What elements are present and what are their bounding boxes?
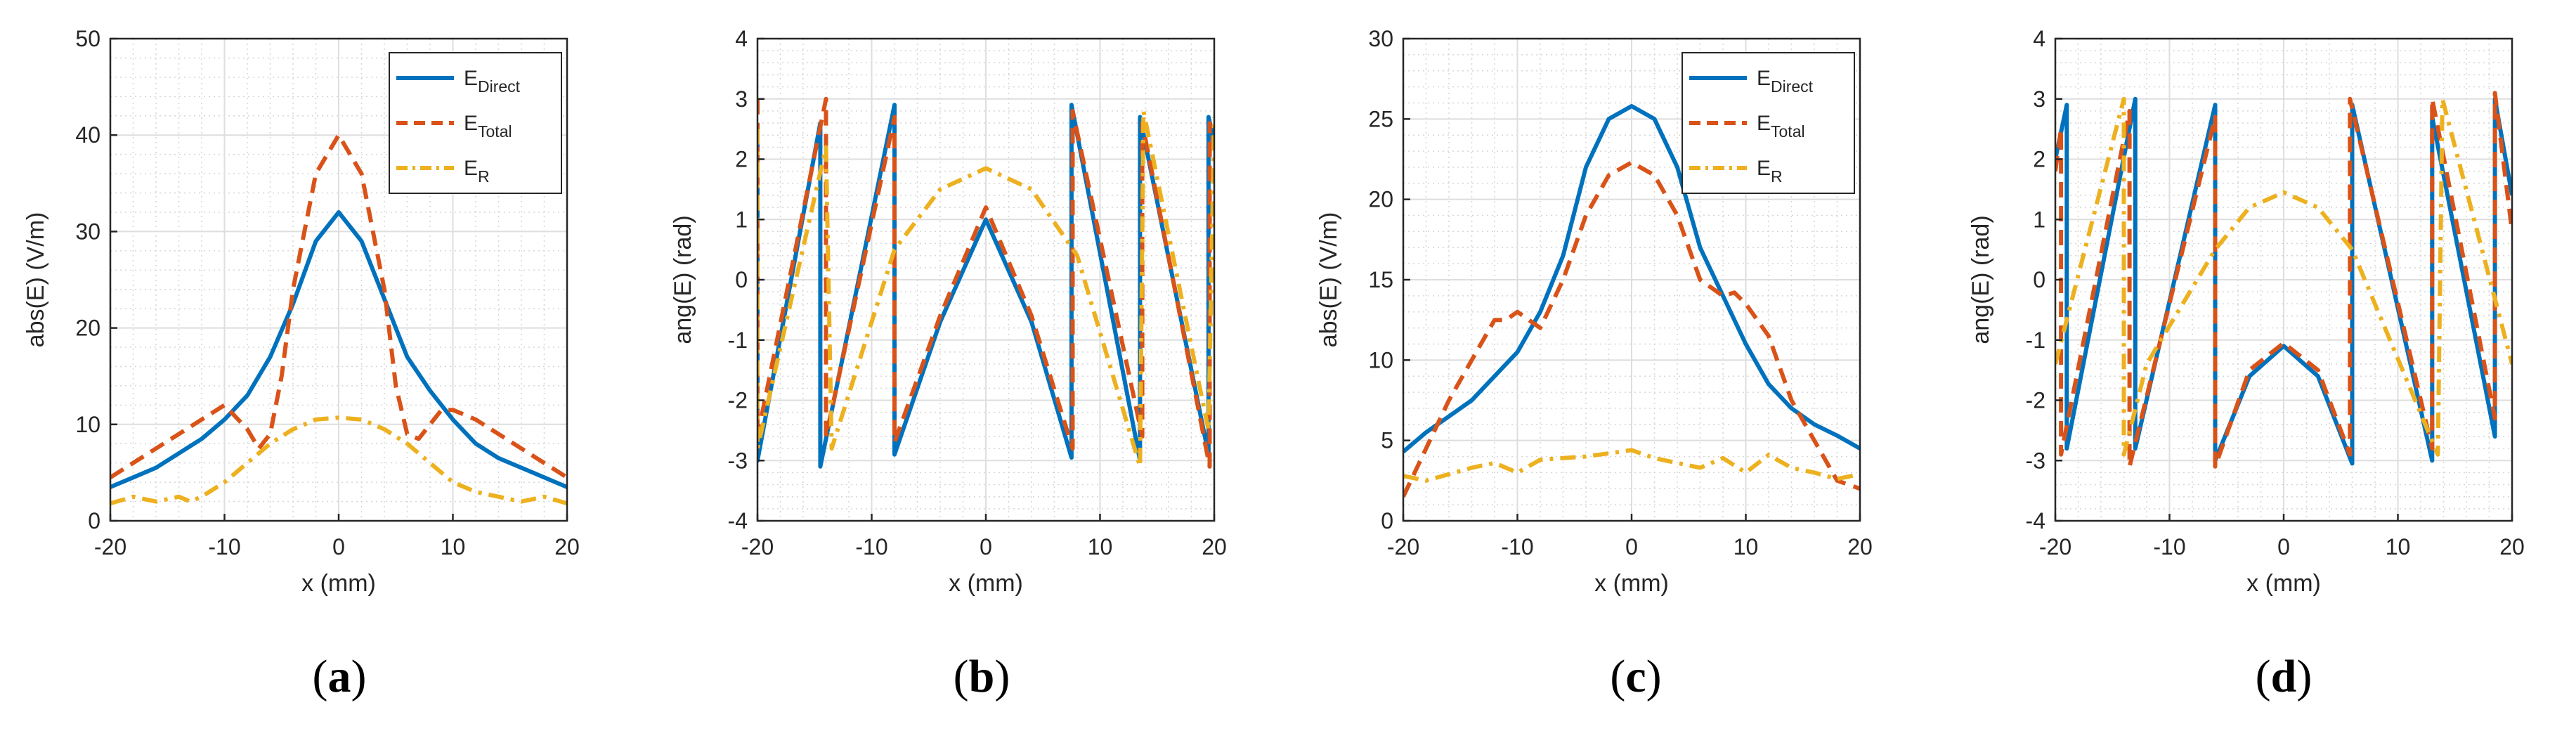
panel-caption-b: (b): [953, 651, 1010, 702]
series-line-direct-a: [110, 210, 567, 489]
x-tick-label-d-3: 10: [2386, 534, 2411, 559]
y-tick-label-d-1: -3: [2026, 448, 2045, 473]
x-tick-label-b-1: -10: [855, 534, 887, 559]
y-tick-label-d-0: -4: [2026, 508, 2045, 533]
y-tick-label-d-7: 3: [2033, 86, 2045, 112]
y-tick-label-c-2: 10: [1368, 347, 1393, 373]
y-tick-label-c-0: 0: [1381, 508, 1393, 533]
series-line-total-a: [110, 133, 567, 479]
y-tick-label-a-5: 50: [75, 26, 100, 51]
legend-label-r-c: ER: [1757, 157, 1783, 186]
chart-panel-a: -20 -10 0 10 20 0 10 20 30 40 50 x (mm) abs(E) (V/m)…: [22, 26, 580, 597]
x-tick-label-b-4: 20: [1202, 534, 1227, 559]
y-axis-label-b: ang(E) (rad): [670, 215, 696, 344]
x-tick-label-a-3: 10: [441, 534, 466, 559]
y-tick-label-a-0: 0: [88, 508, 100, 533]
x-tick-label-a-2: 0: [332, 534, 345, 559]
x-tick-label-b-2: 0: [980, 534, 992, 559]
x-tick-label-b-3: 10: [1088, 534, 1113, 559]
y-tick-label-b-2: -2: [728, 388, 748, 413]
y-tick-label-a-1: 10: [75, 412, 100, 437]
x-axis-label-b: x (mm): [949, 570, 1023, 597]
x-tick-label-a-0: -20: [94, 534, 126, 559]
x-tick-label-d-2: 0: [2277, 534, 2290, 559]
y-axis-label-c: abs(E) (V/m): [1315, 212, 1342, 348]
y-tick-label-a-2: 20: [75, 316, 100, 341]
x-axis-label-a: x (mm): [301, 570, 376, 597]
x-tick-label-a-1: -10: [208, 534, 240, 559]
legend-label-r-a: ER: [464, 157, 490, 186]
panel-caption-a: (a): [312, 651, 367, 702]
y-tick-label-b-6: 2: [735, 147, 748, 172]
legend-label-direct-c: EDirect: [1757, 67, 1814, 96]
y-tick-label-c-3: 15: [1368, 267, 1393, 292]
series-line-total-b: [757, 96, 1214, 469]
y-axis-label-d: ang(E) (rad): [1967, 215, 1994, 344]
y-tick-label-c-5: 25: [1368, 106, 1393, 131]
y-tick-label-b-7: 3: [735, 86, 748, 112]
x-tick-label-a-4: 20: [554, 534, 580, 559]
y-tick-label-a-4: 40: [75, 122, 100, 148]
legend-label-total-c: ETotal: [1757, 112, 1805, 141]
y-tick-label-d-5: 1: [2033, 207, 2045, 232]
panel-caption-d: (d): [2255, 651, 2312, 702]
y-axis-label-a: abs(E) (V/m): [22, 212, 49, 348]
series-line-direct-d: [2055, 96, 2512, 466]
y-tick-label-a-3: 30: [75, 219, 100, 244]
y-tick-label-b-8: 4: [735, 26, 748, 51]
y-tick-label-c-4: 20: [1368, 187, 1393, 212]
series-line-r-a: [110, 415, 567, 506]
panel-caption-c: (c): [1610, 651, 1662, 702]
legend-a: EDirect ETotal ER: [389, 52, 562, 194]
legend-c: EDirect ETotal ER: [1681, 52, 1855, 194]
series-line-total-d: [2055, 91, 2512, 469]
series-line-r-d: [2055, 96, 2512, 457]
x-tick-label-c-0: -20: [1387, 534, 1419, 559]
x-tick-label-c-3: 10: [1733, 534, 1759, 559]
y-tick-label-d-4: 0: [2033, 267, 2045, 292]
legend-label-direct-a: EDirect: [464, 67, 521, 96]
y-tick-label-b-1: -3: [728, 448, 748, 473]
y-tick-label-d-6: 2: [2033, 147, 2045, 172]
y-tick-label-b-0: -4: [728, 508, 748, 533]
y-tick-label-c-1: 5: [1381, 428, 1393, 453]
legend-label-total-a: ETotal: [464, 112, 512, 141]
x-tick-label-d-1: -10: [2153, 534, 2185, 559]
x-axis-label-d: x (mm): [2246, 570, 2321, 597]
series-line-r-c: [1403, 448, 1860, 483]
chart-panel-c: -20 -10 0 10 20 0 5 10 15 20 25 30 x (mm) abs(E) (V/m…: [1315, 26, 1873, 597]
x-tick-label-c-2: 0: [1625, 534, 1638, 559]
y-tick-label-c-6: 30: [1368, 26, 1393, 51]
y-tick-label-d-2: -2: [2026, 388, 2045, 413]
x-axis-label-c: x (mm): [1594, 570, 1669, 597]
y-tick-label-b-3: -1: [728, 328, 748, 353]
x-tick-label-c-1: -10: [1501, 534, 1533, 559]
y-tick-label-d-3: -1: [2026, 328, 2045, 353]
x-tick-label-d-0: -20: [2039, 534, 2071, 559]
x-tick-label-d-4: 20: [2499, 534, 2525, 559]
series-line-total-c: [1403, 160, 1860, 498]
y-tick-label-b-5: 1: [735, 207, 748, 232]
series-line-r-b: [757, 108, 1214, 469]
x-tick-label-b-0: -20: [741, 534, 774, 559]
y-tick-label-b-4: 0: [735, 267, 748, 292]
y-tick-label-d-8: 4: [2033, 26, 2045, 51]
x-tick-label-c-4: 20: [1847, 534, 1873, 559]
series-line-direct-c: [1403, 104, 1860, 453]
